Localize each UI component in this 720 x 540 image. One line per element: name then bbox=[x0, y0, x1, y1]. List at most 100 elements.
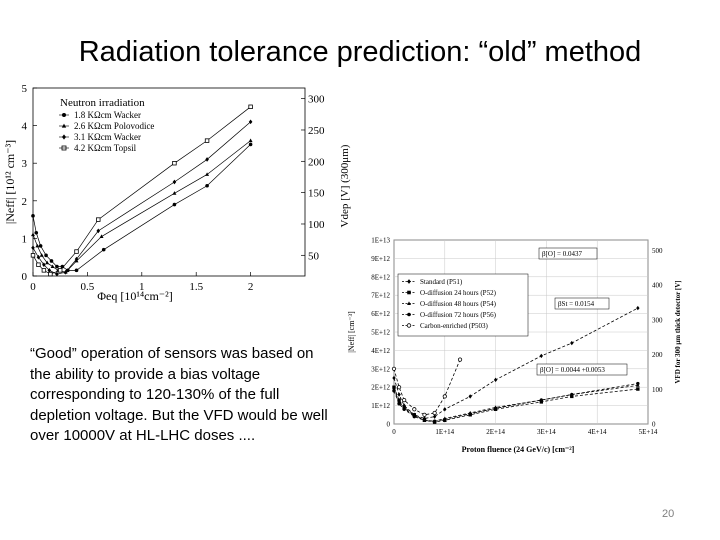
legend-title: Neutron irradiation bbox=[60, 97, 145, 109]
data-point bbox=[101, 247, 106, 252]
legend-label: 2.6 KΩcm Polovodice bbox=[74, 121, 154, 131]
data-point bbox=[31, 232, 35, 237]
x-tick-label: 4E+14 bbox=[588, 428, 607, 436]
annotation-box bbox=[554, 297, 610, 310]
data-point bbox=[34, 230, 39, 235]
legend-label: O-diffusion 48 hours (P54) bbox=[420, 300, 497, 308]
y-tick-label: 2E+12 bbox=[371, 384, 390, 392]
data-point bbox=[205, 183, 209, 188]
data-point bbox=[38, 244, 43, 248]
y-tick-label: 2 bbox=[22, 196, 28, 208]
legend-marker bbox=[407, 301, 411, 305]
x-tick-label: 3E+14 bbox=[537, 428, 556, 436]
annotation-label: βSt = 0.0154 bbox=[558, 300, 595, 308]
data-point bbox=[204, 138, 210, 143]
y-tick-label: 8E+12 bbox=[371, 273, 390, 281]
slide-title: Radiation tolerance prediction: “old” me… bbox=[78, 36, 642, 68]
data-point bbox=[636, 387, 640, 391]
legend-label: Carbon-enriched (P503) bbox=[420, 322, 489, 330]
y2-tick-label: 50 bbox=[308, 250, 320, 262]
plot-frame bbox=[32, 87, 306, 277]
x-tick-label: 1 bbox=[139, 281, 145, 293]
data-point bbox=[58, 268, 63, 273]
data-point bbox=[402, 397, 407, 403]
legend: Standard (P51) O-diffusion 24 hours (P52)… bbox=[397, 273, 529, 337]
legend-label: 1.8 KΩcm Wacker bbox=[74, 110, 141, 120]
data-point bbox=[45, 260, 50, 265]
y-tick-label: 4E+12 bbox=[371, 347, 390, 355]
data-point bbox=[443, 417, 447, 422]
y-tick-label: 1E+12 bbox=[371, 402, 390, 410]
data-point bbox=[636, 381, 640, 386]
data-point bbox=[205, 172, 210, 176]
x-tick-label: 0.5 bbox=[81, 281, 95, 293]
data-point bbox=[99, 234, 104, 238]
data-point bbox=[248, 104, 253, 109]
data-point bbox=[397, 402, 401, 406]
annotation-box bbox=[538, 247, 598, 260]
y-tick-label: 6E+12 bbox=[371, 310, 390, 318]
y2-tick-label: 500 bbox=[652, 247, 663, 255]
x-axis-label: Φeq [10¹⁴cm⁻²] bbox=[97, 289, 172, 303]
legend-label: O-diffusion 72 hours (P56) bbox=[420, 311, 497, 319]
data-point bbox=[60, 264, 65, 269]
data-point bbox=[432, 410, 437, 416]
data-point bbox=[422, 412, 427, 417]
slide-body-text: “Good” operation of sensors was based on… bbox=[30, 345, 328, 444]
series-3 bbox=[392, 381, 640, 423]
data-point bbox=[432, 414, 437, 419]
data-point bbox=[412, 407, 417, 412]
legend-marker bbox=[406, 323, 412, 328]
y-tick-label: 4 bbox=[22, 121, 28, 133]
y-tick-label: 5E+12 bbox=[371, 329, 390, 337]
data-point bbox=[36, 262, 41, 267]
data-point bbox=[74, 268, 79, 273]
series-line bbox=[393, 359, 461, 416]
data-point bbox=[457, 357, 463, 362]
data-point bbox=[49, 259, 54, 263]
data-point bbox=[205, 157, 209, 162]
page-number: 20 bbox=[662, 508, 675, 520]
data-point bbox=[248, 138, 253, 143]
annotation-box bbox=[536, 363, 628, 376]
legend-marker bbox=[407, 312, 411, 317]
y-tick-label: 0 bbox=[22, 271, 28, 283]
data-point bbox=[50, 264, 55, 269]
y-tick-label: 1E+13 bbox=[371, 237, 390, 245]
series-line bbox=[393, 307, 639, 419]
data-point bbox=[397, 392, 401, 397]
data-point bbox=[493, 406, 498, 411]
data-point bbox=[570, 394, 574, 399]
y2-axis-label: Vdep [V] (300μm) bbox=[339, 144, 351, 227]
data-point bbox=[36, 254, 41, 260]
y-tick-label: 3 bbox=[22, 158, 28, 170]
legend-box bbox=[397, 273, 529, 337]
data-point bbox=[172, 191, 177, 195]
y-tick-label: 9E+12 bbox=[371, 255, 390, 263]
data-point bbox=[248, 119, 253, 125]
y-tick-label: 0 bbox=[387, 421, 391, 429]
y2-tick-label: 100 bbox=[652, 386, 663, 394]
series-line bbox=[393, 384, 638, 422]
data-point bbox=[172, 179, 177, 185]
data-point bbox=[468, 412, 472, 416]
legend-label: O-diffusion 24 hours (P52) bbox=[420, 289, 497, 297]
data-point bbox=[63, 269, 68, 275]
data-point bbox=[172, 161, 177, 166]
data-point bbox=[30, 253, 36, 258]
data-point bbox=[41, 268, 47, 273]
data-point bbox=[35, 243, 40, 248]
y-tick-label: 1 bbox=[22, 233, 28, 245]
data-point bbox=[74, 256, 79, 262]
data-point bbox=[74, 249, 79, 254]
x-tick-label: 2 bbox=[248, 281, 254, 293]
series-3 bbox=[30, 104, 253, 277]
y-tick-label: 7E+12 bbox=[371, 292, 390, 300]
x-tick-label: 0 bbox=[30, 281, 36, 293]
x-axis-label: Proton fluence (24 GeV/c) [cm⁻²] bbox=[462, 445, 575, 454]
data-point bbox=[44, 253, 48, 258]
data-point bbox=[391, 366, 397, 371]
annotation-label: β[O] = 0.0044 +0.0053 bbox=[540, 366, 605, 374]
data-point bbox=[432, 419, 437, 423]
